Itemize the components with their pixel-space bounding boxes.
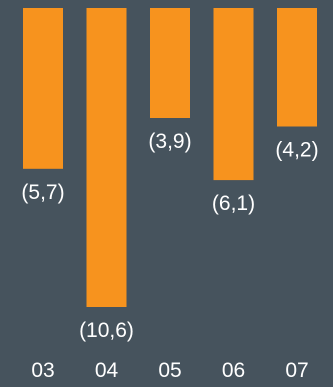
bar-04 [86,8,127,307]
data-label-04: (10,6) [79,319,134,342]
bar-05 [150,8,190,118]
bar-03 [23,8,63,169]
x-axis-tick-labels: 03 04 05 06 07 [31,359,308,382]
data-label-06: (6,1) [212,192,255,215]
data-label-07: (4,2) [275,139,318,162]
data-label-05: (3,9) [148,130,191,153]
x-tick-label-05: 05 [158,359,181,382]
x-tick-label-06: 06 [222,359,245,382]
data-labels-layer: (5,7) (10,6) (3,9) (6,1) (4,2) [21,130,318,342]
x-tick-label-07: 07 [285,359,308,382]
bars-layer [23,8,317,307]
x-tick-label-03: 03 [31,359,54,382]
data-label-03: (5,7) [21,181,64,204]
x-tick-label-04: 04 [95,359,119,382]
bar-07 [277,8,317,127]
bar-06 [213,8,254,181]
